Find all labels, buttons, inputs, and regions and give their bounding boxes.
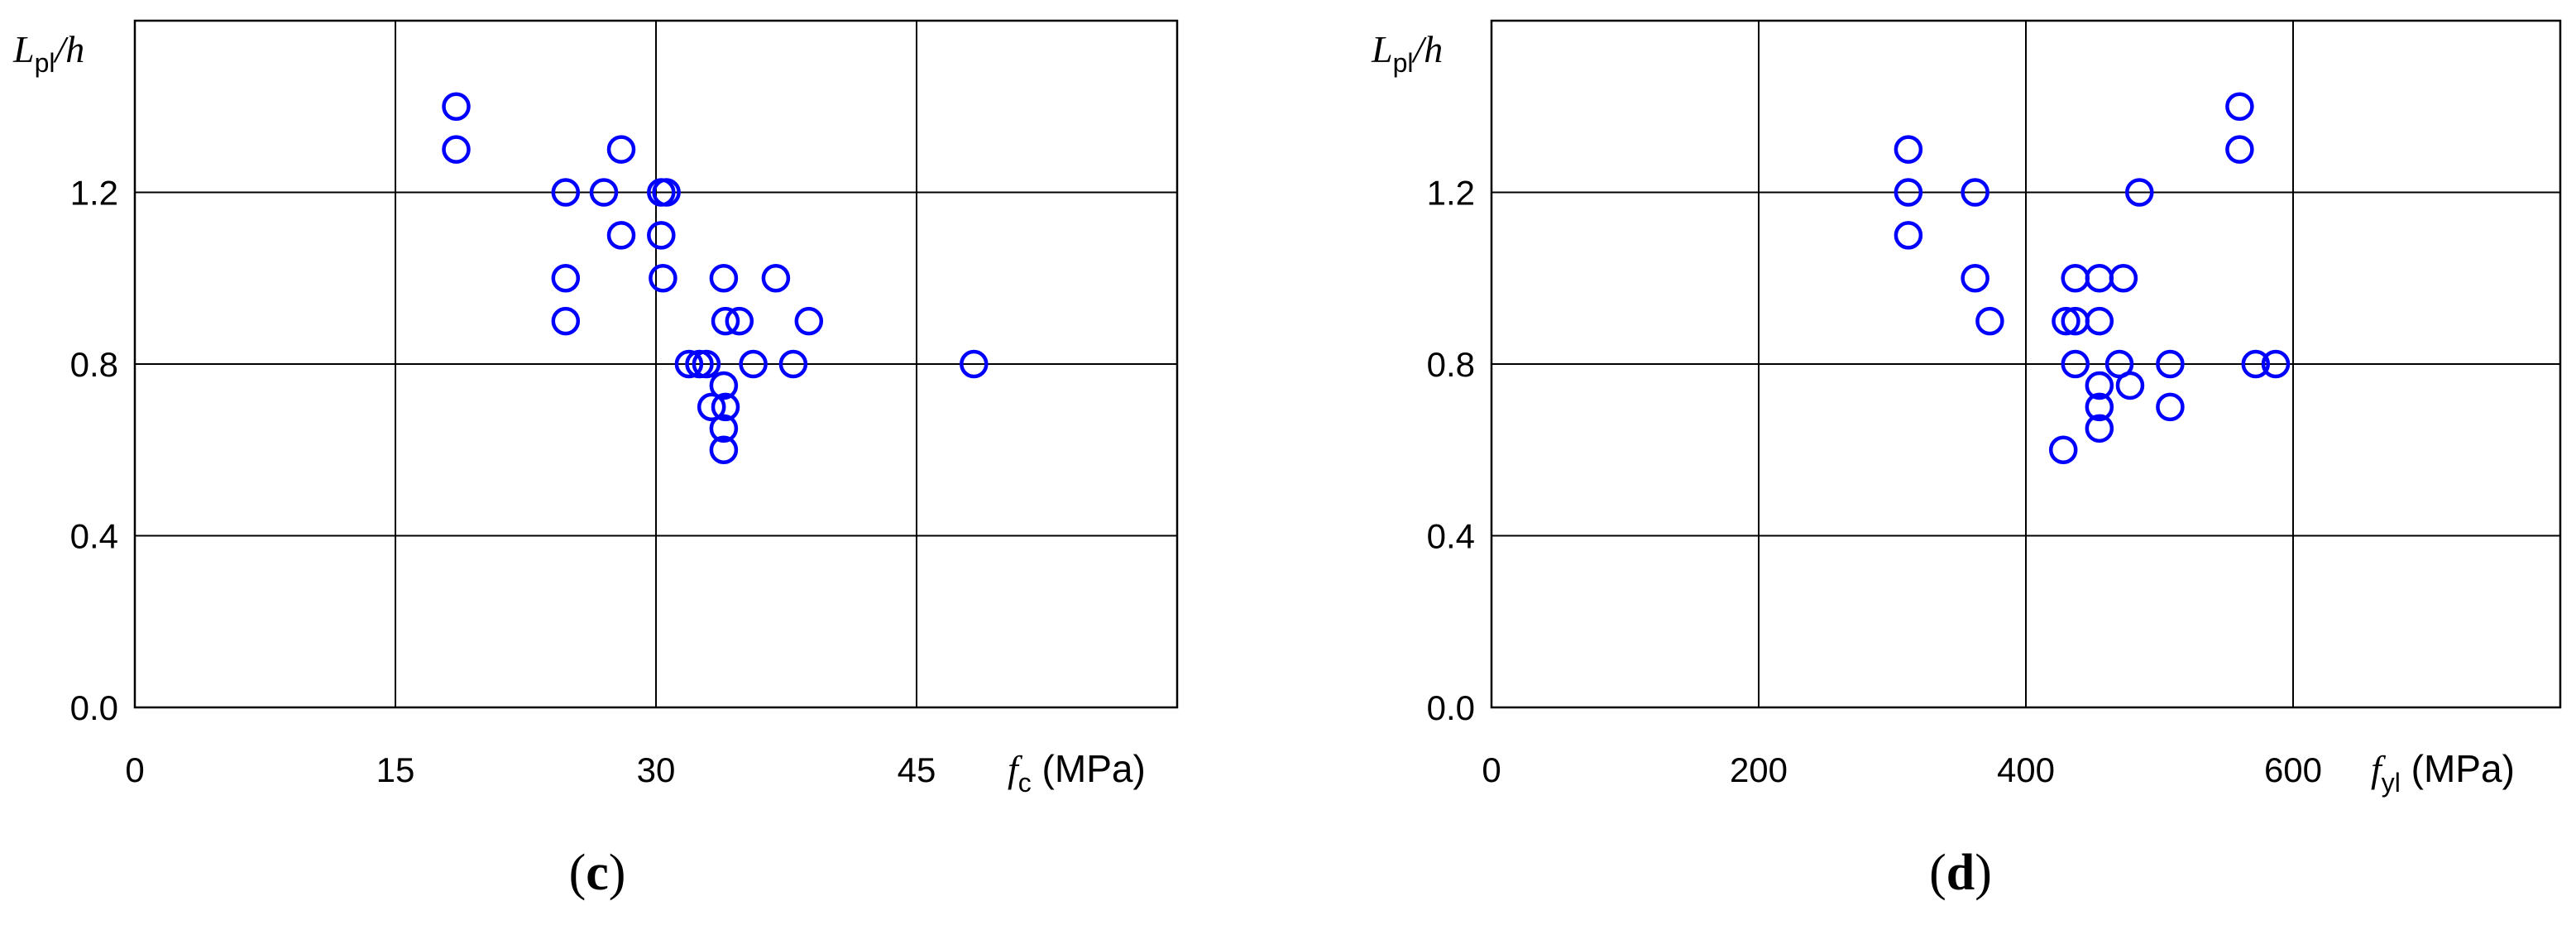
data-point bbox=[697, 392, 726, 422]
data-point bbox=[794, 306, 824, 336]
data-point bbox=[2061, 349, 2090, 379]
y-tick-label: 0.8 bbox=[70, 345, 118, 384]
y-tick-label: 0.0 bbox=[1427, 688, 1475, 727]
grid-lines-d bbox=[1491, 21, 2560, 707]
data-points-d bbox=[1894, 92, 2291, 464]
data-point bbox=[2085, 306, 2114, 336]
y-tick-label: 1.2 bbox=[70, 174, 118, 213]
data-point bbox=[709, 264, 739, 293]
grid-lines-c bbox=[135, 21, 1177, 707]
data-point bbox=[1961, 178, 1989, 207]
plot-frame-c bbox=[133, 19, 1179, 709]
data-point bbox=[709, 414, 739, 443]
data-point bbox=[761, 264, 791, 293]
x-tick-label: 15 bbox=[376, 750, 415, 789]
data-point bbox=[2085, 371, 2114, 400]
data-point bbox=[2225, 92, 2254, 121]
data-point bbox=[778, 349, 808, 379]
x-tick-labels-c: 0 15 30 45 bbox=[125, 750, 936, 789]
data-point bbox=[739, 349, 768, 379]
data-point bbox=[1975, 306, 2004, 336]
scatter-panel-c: 0.0 0.4 0.8 1.2 0 15 30 45 Lpl/h fc (MPa) (c) bbox=[12, 19, 1179, 901]
data-point bbox=[709, 435, 739, 464]
data-point bbox=[2156, 349, 2185, 379]
x-tick-label: 400 bbox=[1997, 750, 2055, 789]
data-point bbox=[1894, 221, 1923, 250]
data-point bbox=[2125, 178, 2154, 207]
data-points-c bbox=[442, 92, 989, 464]
y-tick-label: 0.4 bbox=[1427, 517, 1475, 556]
data-point bbox=[551, 178, 581, 207]
data-point bbox=[2261, 349, 2291, 379]
data-point bbox=[711, 392, 740, 422]
data-point bbox=[551, 264, 581, 293]
data-point bbox=[709, 371, 739, 400]
x-axis-title-c: fc (MPa) bbox=[1008, 747, 1146, 798]
data-point bbox=[2061, 264, 2090, 293]
data-point bbox=[606, 135, 636, 164]
y-axis-title-c: Lpl/h bbox=[12, 28, 84, 78]
data-point bbox=[960, 349, 989, 379]
data-point bbox=[2085, 264, 2114, 293]
data-point bbox=[2156, 392, 2185, 422]
x-tick-label: 200 bbox=[1730, 750, 1788, 789]
data-point bbox=[1894, 135, 1923, 164]
data-point bbox=[2241, 349, 2271, 379]
x-tick-label: 600 bbox=[2264, 750, 2322, 789]
data-point bbox=[442, 92, 471, 121]
data-point bbox=[711, 306, 740, 336]
x-tick-labels-d: 0 200 400 600 bbox=[1482, 750, 2322, 789]
data-point bbox=[2052, 306, 2080, 336]
data-point bbox=[2115, 371, 2145, 400]
data-point bbox=[649, 264, 678, 293]
data-point bbox=[652, 178, 681, 207]
data-point bbox=[692, 349, 721, 379]
data-point bbox=[2048, 435, 2078, 464]
data-point bbox=[2085, 392, 2114, 422]
data-point bbox=[647, 221, 676, 250]
data-point bbox=[1894, 178, 1923, 207]
data-point bbox=[551, 306, 581, 336]
x-tick-label: 45 bbox=[898, 750, 936, 789]
scatter-panel-d: 0.00.40.81.2 0 200 400 600 Lpl/h fyl (MPa) … bbox=[1371, 19, 2562, 901]
data-point bbox=[2109, 264, 2138, 293]
y-axis-title-d: Lpl/h bbox=[1371, 28, 1443, 78]
data-point bbox=[589, 178, 619, 207]
plot-frame-d bbox=[1490, 19, 2562, 709]
y-tick-labels-d: 0.0 0.4 0.8 1.2 bbox=[1427, 174, 1475, 728]
data-point bbox=[442, 135, 471, 164]
y-tick-label: 0.0 bbox=[70, 688, 118, 727]
x-tick-label: 30 bbox=[637, 750, 676, 789]
data-point bbox=[674, 349, 704, 379]
x-tick-label: 0 bbox=[1482, 750, 1501, 789]
y-tick-label: 0.8 bbox=[1427, 345, 1475, 384]
data-point bbox=[2225, 135, 2254, 164]
data-point bbox=[725, 306, 754, 336]
y-tick-label: 1.2 bbox=[1427, 174, 1475, 213]
panel-label-d: (d) bbox=[1929, 845, 1992, 901]
data-point bbox=[2085, 414, 2114, 443]
data-point bbox=[606, 221, 636, 250]
y-tick-label: 0.4 bbox=[70, 517, 118, 556]
y-tick-labels-c: 0.0 0.4 0.8 1.2 bbox=[70, 174, 118, 728]
panel-label-c: (c) bbox=[569, 845, 626, 901]
data-point bbox=[1961, 264, 1989, 293]
x-tick-label: 0 bbox=[125, 750, 144, 789]
x-axis-title-d: fyl (MPa) bbox=[2371, 747, 2515, 798]
